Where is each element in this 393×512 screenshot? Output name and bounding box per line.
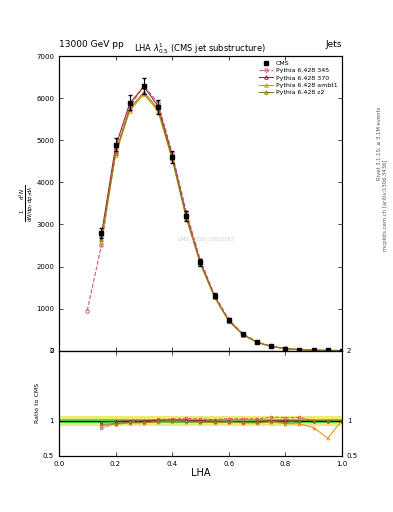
Pythia 6.428 345 (226, 316, 231, 323)
Pythia 6.428 370 (226, 317, 231, 324)
Pythia 6.428 345 (283, 346, 288, 352)
Text: CMS_2020_I1920187: CMS_2020_I1920187 (177, 236, 235, 242)
Pythia 6.428 ambt1 (156, 108, 160, 114)
Text: mcplots.cern.ch [arXiv:1306.3436]: mcplots.cern.ch [arXiv:1306.3436] (384, 159, 388, 250)
Line: Pythia 6.428 370: Pythia 6.428 370 (100, 85, 343, 352)
Pythia 6.428 z2 (283, 346, 288, 352)
Pythia 6.428 370 (241, 331, 245, 337)
Bar (59, 416, 342, 425)
Pythia 6.428 370 (269, 344, 274, 350)
Pythia 6.428 345 (198, 257, 203, 263)
Text: Jets: Jets (325, 39, 342, 49)
Pythia 6.428 345 (340, 348, 344, 354)
Pythia 6.428 z2 (156, 106, 160, 112)
Pythia 6.428 z2 (241, 332, 245, 338)
Pythia 6.428 370 (212, 293, 217, 300)
Pythia 6.428 370 (184, 212, 189, 218)
Pythia 6.428 345 (269, 343, 274, 349)
Pythia 6.428 ambt1 (255, 339, 259, 346)
Pythia 6.428 345 (141, 82, 146, 89)
Pythia 6.428 ambt1 (198, 261, 203, 267)
Pythia 6.428 345 (99, 242, 104, 248)
Pythia 6.428 ambt1 (311, 347, 316, 353)
Y-axis label: $\frac{1}{\mathrm{d}N/\mathrm{d}p_T}\frac{\mathrm{d}^2N}{\mathrm{d}p_T\mathrm{d}: $\frac{1}{\mathrm{d}N/\mathrm{d}p_T}\fra… (17, 185, 35, 222)
Pythia 6.428 ambt1 (269, 344, 274, 350)
Pythia 6.428 345 (184, 209, 189, 215)
Pythia 6.428 z2 (297, 347, 302, 353)
Pythia 6.428 z2 (226, 318, 231, 324)
Line: Pythia 6.428 z2: Pythia 6.428 z2 (100, 90, 343, 352)
Pythia 6.428 370 (255, 339, 259, 345)
Pythia 6.428 345 (156, 99, 160, 105)
Pythia 6.428 345 (127, 104, 132, 110)
Pythia 6.428 345 (85, 308, 90, 314)
Pythia 6.428 ambt1 (241, 332, 245, 338)
Pythia 6.428 z2 (113, 150, 118, 156)
Pythia 6.428 345 (113, 150, 118, 156)
Pythia 6.428 ambt1 (141, 91, 146, 97)
Pythia 6.428 z2 (269, 344, 274, 350)
Pythia 6.428 z2 (212, 294, 217, 300)
Text: 13000 GeV pp: 13000 GeV pp (59, 39, 124, 49)
Pythia 6.428 370 (340, 348, 344, 354)
Pythia 6.428 370 (325, 347, 330, 353)
Pythia 6.428 ambt1 (113, 152, 118, 158)
Pythia 6.428 345 (325, 347, 330, 353)
Bar (59, 418, 342, 423)
Pythia 6.428 345 (212, 292, 217, 298)
Pythia 6.428 z2 (340, 348, 344, 354)
Line: Pythia 6.428 345: Pythia 6.428 345 (86, 84, 343, 352)
Pythia 6.428 ambt1 (297, 347, 302, 353)
Pythia 6.428 z2 (184, 214, 189, 220)
Pythia 6.428 370 (127, 100, 132, 106)
Pythia 6.428 ambt1 (340, 348, 344, 354)
Legend: CMS, Pythia 6.428 345, Pythia 6.428 370, Pythia 6.428 ambt1, Pythia 6.428 z2: CMS, Pythia 6.428 345, Pythia 6.428 370,… (258, 59, 339, 96)
Pythia 6.428 z2 (141, 89, 146, 95)
Pythia 6.428 345 (311, 347, 316, 353)
Pythia 6.428 ambt1 (325, 347, 330, 353)
Line: Pythia 6.428 ambt1: Pythia 6.428 ambt1 (100, 93, 343, 352)
Pythia 6.428 370 (156, 103, 160, 109)
Pythia 6.428 345 (297, 347, 302, 353)
Pythia 6.428 z2 (99, 236, 104, 242)
Pythia 6.428 345 (170, 150, 174, 156)
Pythia 6.428 ambt1 (226, 318, 231, 324)
Pythia 6.428 ambt1 (127, 108, 132, 114)
Pythia 6.428 z2 (325, 347, 330, 353)
Pythia 6.428 ambt1 (212, 294, 217, 300)
Pythia 6.428 370 (311, 347, 316, 353)
Pythia 6.428 ambt1 (170, 156, 174, 162)
Text: Rivet 3.1.10, ≥ 3.1M events: Rivet 3.1.10, ≥ 3.1M events (377, 106, 382, 180)
Y-axis label: Ratio to CMS: Ratio to CMS (35, 383, 40, 423)
Pythia 6.428 370 (198, 259, 203, 265)
Pythia 6.428 ambt1 (99, 238, 104, 244)
Pythia 6.428 ambt1 (184, 215, 189, 221)
Pythia 6.428 z2 (198, 261, 203, 267)
Pythia 6.428 370 (283, 346, 288, 352)
Pythia 6.428 370 (99, 232, 104, 238)
Pythia 6.428 ambt1 (283, 346, 288, 352)
Pythia 6.428 345 (255, 339, 259, 345)
Pythia 6.428 z2 (170, 155, 174, 161)
Pythia 6.428 370 (297, 347, 302, 353)
X-axis label: LHA: LHA (191, 468, 210, 478)
Pythia 6.428 z2 (311, 347, 316, 353)
Pythia 6.428 z2 (127, 106, 132, 112)
Pythia 6.428 z2 (255, 339, 259, 346)
Pythia 6.428 345 (241, 331, 245, 337)
Title: LHA $\lambda^{1}_{0.5}$ (CMS jet substructure): LHA $\lambda^{1}_{0.5}$ (CMS jet substru… (134, 41, 266, 56)
Pythia 6.428 370 (141, 83, 146, 90)
Pythia 6.428 370 (170, 153, 174, 159)
Pythia 6.428 370 (113, 144, 118, 150)
